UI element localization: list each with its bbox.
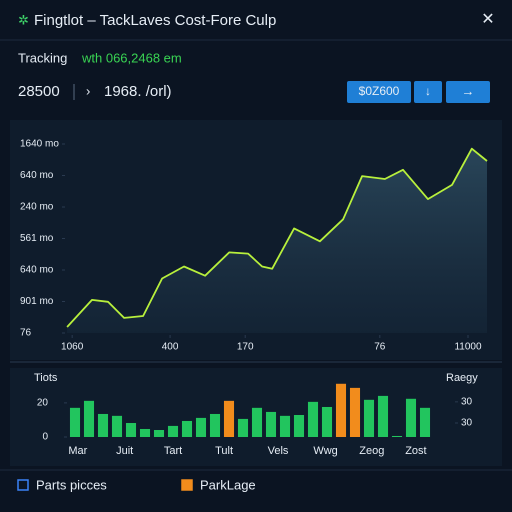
legend-swatch: [17, 479, 29, 491]
x-tick-label: 400: [162, 342, 179, 353]
primary-button-label: $0Z600: [359, 84, 400, 98]
bar: [83, 400, 95, 437]
x-tick-label: Tult: [215, 445, 233, 457]
x-tick-label: 170: [237, 342, 254, 353]
x-tick-label: 1060: [61, 342, 84, 353]
y-tick-label: 640 mo: [20, 170, 54, 181]
bar: [265, 411, 277, 437]
bar: [111, 415, 123, 437]
bar: [153, 430, 165, 437]
range-value: 1968. /orl): [104, 83, 172, 100]
bar: [181, 420, 193, 437]
legend-swatch: [181, 479, 193, 491]
bar: [279, 415, 291, 437]
y-tick-label: 76: [20, 328, 32, 339]
x-tick-label: Zeog: [359, 445, 384, 457]
x-tick-label: Zost: [405, 445, 426, 457]
bar: [335, 383, 347, 437]
bar: [167, 425, 179, 437]
bar: [321, 406, 333, 437]
x-tick-label: Wwg: [313, 445, 337, 457]
bar: [209, 413, 221, 437]
bar: [125, 423, 137, 437]
bar: [195, 417, 207, 437]
y-axis-label: Tiots: [34, 372, 58, 384]
down-icon: ↓: [425, 84, 431, 98]
down-button[interactable]: [414, 81, 442, 103]
line-area: [67, 148, 487, 333]
y-tick-label: 561 mo: [20, 233, 54, 244]
y-tick-label: 240 mo: [20, 202, 54, 213]
y-tick-label: 1640 mo: [20, 139, 59, 150]
bar: [251, 407, 263, 437]
line: [66, 147, 488, 328]
bar: [405, 398, 417, 437]
bar: [69, 407, 81, 437]
bar: [349, 387, 361, 437]
bar: [307, 401, 319, 437]
bar: [237, 418, 249, 437]
close-button[interactable]: ✕: [481, 11, 494, 28]
bar: [223, 400, 235, 437]
legend-label: Parts picces: [36, 477, 107, 492]
y-tick-label: 20: [37, 398, 49, 409]
legend-label: ParkLage: [200, 477, 256, 492]
next-button[interactable]: [446, 81, 490, 103]
bar: [391, 435, 403, 437]
tracking-label: Tracking: [18, 50, 67, 65]
x-tick-label: Tart: [164, 445, 182, 457]
x-tick-label: 76: [374, 342, 386, 353]
total-value: 28500: [18, 83, 60, 100]
y-tick-label: 901 mo: [20, 296, 54, 307]
window-title: Fingtlot – TackLaves Cost-Fore Culp: [34, 12, 276, 29]
bar: [293, 414, 305, 437]
x-tick-label: Vels: [268, 445, 289, 457]
y-tick-label: 640 mo: [20, 265, 54, 276]
next-icon: →: [462, 83, 475, 98]
bar: [377, 395, 389, 437]
y2-axis-label: Raegy: [446, 372, 478, 384]
chevron: ›: [86, 83, 90, 98]
bar: [139, 428, 151, 437]
bar: [363, 399, 375, 437]
primary-button[interactable]: [347, 81, 411, 103]
y2-tick-label: 30: [461, 418, 473, 429]
y2-tick-label: 30: [461, 396, 473, 407]
tracking-value: wth 066,2468 em: [81, 50, 182, 65]
bar: [97, 413, 109, 437]
y-tick-label: 0: [42, 432, 48, 443]
bar: [419, 407, 431, 437]
x-tick-label: 11000: [454, 342, 482, 353]
x-tick-label: Juit: [116, 445, 133, 457]
app-icon: ✲: [18, 12, 29, 27]
x-tick-label: Mar: [68, 445, 87, 457]
